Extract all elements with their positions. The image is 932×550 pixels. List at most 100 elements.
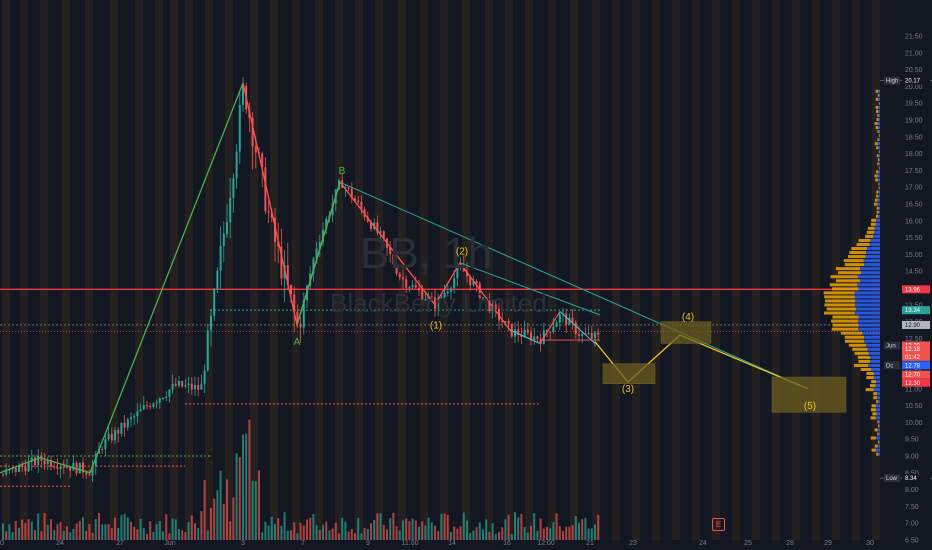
profile-bar-sell	[876, 452, 879, 456]
price-label-text: 13.34	[905, 308, 921, 314]
profile-bar-sell	[832, 287, 859, 291]
volume-bar	[21, 519, 24, 540]
volume-bar	[184, 532, 187, 540]
volume-bar	[331, 528, 334, 540]
volume-bar	[158, 521, 161, 540]
candle-body	[450, 288, 452, 292]
price-tick-label: 18.00	[905, 151, 923, 158]
volume-bar	[50, 519, 52, 540]
candle-body	[104, 439, 107, 450]
session-band	[110, 0, 118, 540]
volume-bar	[146, 533, 148, 540]
profile-bar-buy	[867, 247, 880, 251]
volume-bar	[584, 517, 587, 540]
volume-bar	[462, 512, 465, 540]
time-tick-label: 30	[866, 540, 874, 547]
profile-bar-buy	[864, 263, 880, 267]
volume-bar	[398, 530, 401, 540]
profile-bar-sell	[878, 186, 880, 190]
price-tick-label: 19.00	[905, 118, 923, 125]
candle-body	[174, 383, 177, 386]
candle-body	[158, 398, 161, 403]
candle-body	[133, 416, 136, 418]
profile-bar-sell	[825, 299, 856, 303]
volume-bar	[574, 516, 577, 540]
volume-bar	[258, 470, 260, 540]
profile-bar-buy	[876, 396, 880, 400]
candle-body	[571, 317, 574, 323]
candle-body	[546, 330, 548, 332]
volume-bar	[126, 517, 129, 540]
candle-body	[366, 217, 369, 222]
candle-body	[216, 270, 219, 291]
price-tick-label: 9.00	[905, 454, 919, 461]
candle-body	[587, 333, 590, 335]
price-tag-bg	[884, 76, 900, 85]
profile-bar-buy	[873, 376, 880, 380]
profile-bar-sell	[866, 372, 874, 375]
volume-bar	[232, 497, 235, 540]
volume-bar	[597, 514, 600, 540]
volume-bar	[344, 521, 347, 540]
profile-bar-sell	[844, 339, 865, 343]
price-tick-label: 14.50	[905, 269, 923, 276]
candle-body	[56, 467, 59, 470]
candle-body	[235, 151, 238, 179]
price-tag-text: High	[886, 79, 898, 85]
candle-body	[555, 322, 558, 327]
price-tick-label: 12.50	[905, 336, 923, 343]
profile-bar-sell	[878, 150, 880, 154]
session-band	[270, 0, 278, 540]
volume-bar	[306, 519, 308, 540]
time-tick-label: 16	[503, 540, 511, 547]
volume-bar	[475, 527, 478, 540]
session-band	[505, 0, 513, 540]
profile-bar-sell	[877, 113, 879, 117]
profile-bar-buy	[876, 448, 880, 452]
price-tick-label: 16.50	[905, 202, 923, 209]
session-band	[20, 0, 28, 540]
profile-bar-buy	[873, 234, 880, 238]
candle-body	[299, 323, 302, 328]
volume-bar	[526, 532, 529, 540]
candle-body	[213, 290, 216, 316]
profile-bar-sell	[876, 170, 879, 174]
candle-body	[219, 245, 222, 271]
candle-body	[101, 449, 104, 451]
events-button[interactable]: E	[712, 518, 725, 531]
volume-bar	[34, 530, 36, 540]
profile-bar-sell	[858, 359, 871, 363]
candle-body	[242, 85, 244, 105]
session-band	[548, 0, 556, 540]
projection-line	[594, 334, 809, 390]
candle-body	[552, 326, 555, 333]
profile-bar-sell	[871, 218, 877, 222]
volume-bar	[216, 490, 219, 540]
price-label-bg	[902, 361, 930, 370]
candle-body	[523, 329, 526, 337]
candle-body	[203, 370, 206, 384]
profile-bar-buy	[858, 323, 880, 327]
profile-bar-sell	[840, 331, 863, 335]
volume-bar	[238, 457, 241, 540]
volume-bar	[88, 524, 91, 540]
volume-bar	[363, 527, 366, 540]
volume-bar	[56, 524, 59, 540]
profile-bar-sell	[844, 263, 865, 267]
profile-bar-sell	[875, 214, 879, 218]
profile-bar-buy	[865, 343, 880, 347]
volume-bar	[322, 524, 324, 540]
price-tag-bg	[884, 361, 900, 370]
time-tick-label: 25	[744, 540, 752, 547]
volume-bar	[395, 526, 398, 540]
candle-body	[232, 178, 235, 198]
candle-body	[574, 322, 577, 334]
price-tick-label: 21.50	[905, 34, 923, 41]
volume-bar	[296, 533, 299, 540]
candle-body	[424, 299, 427, 301]
volume-bar	[101, 524, 104, 540]
volume-bar	[421, 521, 424, 540]
volume-bar	[2, 523, 4, 540]
candle-body	[347, 187, 350, 189]
